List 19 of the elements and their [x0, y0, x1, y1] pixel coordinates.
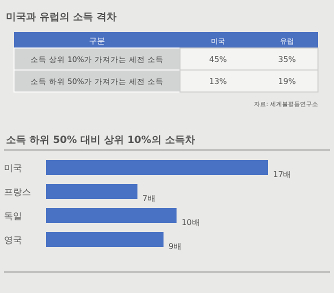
y-tick-label: 독일 [4, 212, 22, 222]
y-tick-label: 영국 [4, 236, 22, 246]
bar [46, 160, 268, 175]
y-tick-label: 미국 [4, 164, 22, 174]
text: 35% [278, 55, 296, 64]
data-label: 7배 [142, 194, 156, 203]
text: 구분 [89, 36, 105, 46]
data-label: 17배 [273, 170, 292, 179]
text: 45% [209, 55, 227, 64]
bar [46, 232, 164, 247]
text: 미국과 유럽의 소득 격차 [6, 12, 116, 23]
data-label: 10배 [182, 218, 200, 227]
bar [46, 208, 177, 223]
chart-title: 소득 하위 50% 대비 상위 10%의 소득차 [6, 135, 195, 146]
data-label: 9배 [168, 242, 182, 251]
y-tick-label: 프랑스 [4, 188, 31, 198]
text: 19% [278, 77, 296, 86]
bar [46, 184, 138, 199]
text: 13% [209, 77, 227, 86]
